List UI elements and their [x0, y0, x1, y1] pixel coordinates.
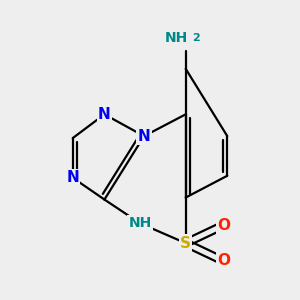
Text: N: N — [66, 170, 79, 185]
Text: O: O — [217, 218, 230, 233]
Text: S: S — [180, 236, 191, 250]
Text: 2: 2 — [193, 33, 200, 43]
Text: O: O — [217, 254, 230, 268]
Text: NH: NH — [165, 31, 188, 45]
Text: N: N — [98, 107, 111, 122]
Text: N: N — [138, 129, 150, 144]
Text: NH: NH — [128, 216, 152, 230]
